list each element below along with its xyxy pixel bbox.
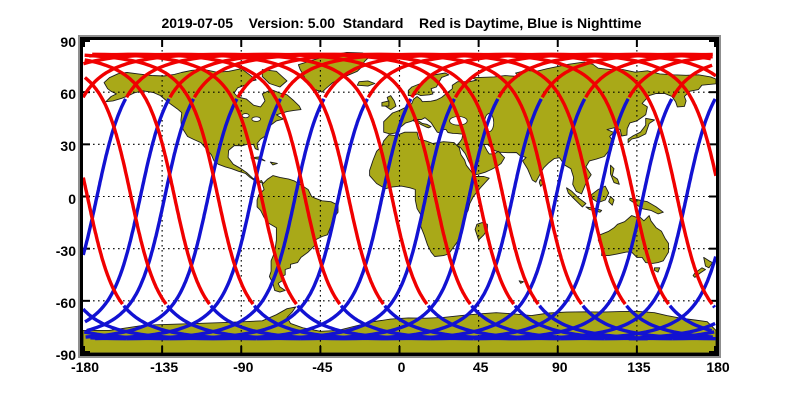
land-cuba: [250, 156, 266, 162]
nighttime-track: [84, 98, 171, 324]
x-tick-label: -45: [312, 359, 333, 375]
nighttime-track: [517, 98, 716, 341]
land-sumatra: [566, 187, 587, 208]
nighttime-track: [95, 98, 283, 341]
land-kerguelen: [518, 280, 524, 284]
nighttime-track: [256, 98, 456, 341]
nighttime-track: [560, 256, 716, 341]
x-tick-label: 135: [627, 359, 651, 375]
land-baffin: [261, 69, 288, 88]
y-tick-label: 60: [60, 86, 76, 103]
nighttime-track: [668, 304, 713, 333]
chart-title: 2019-07-05 Version: 5.00 Standard Red is…: [161, 15, 642, 31]
land-ireland: [381, 100, 390, 107]
nighttime-track: [300, 98, 500, 341]
y-tick-label: 0: [68, 190, 76, 207]
daytime-track: [84, 53, 255, 306]
plot-area: [78, 35, 721, 358]
x-tick-label: -180: [70, 359, 100, 375]
y-tick-label: -30: [55, 242, 76, 259]
land-nz-north: [703, 256, 713, 269]
x-tick-label: -135: [150, 359, 179, 375]
land-sulawesi: [608, 196, 615, 206]
nighttime-track: [538, 304, 673, 341]
daytime-track: [84, 58, 211, 306]
x-tick-label: 180: [706, 359, 730, 375]
daytime-track: [83, 177, 124, 306]
daytime-track: [83, 76, 168, 306]
nighttime-track: [86, 98, 196, 333]
land-iceland: [356, 80, 376, 87]
land-tasmania: [654, 267, 661, 273]
daytime-track: [92, 52, 298, 306]
land-philippines: [610, 164, 620, 185]
great-lakes-west: [241, 113, 250, 119]
y-tick-label: 90: [60, 34, 76, 50]
daytime-track: [192, 52, 540, 306]
land-japan: [627, 117, 655, 144]
nighttime-track: [83, 98, 128, 256]
nighttime-track: [212, 98, 413, 341]
nighttime-track: [430, 98, 630, 341]
x-tick-label: 45: [472, 359, 489, 375]
nighttime-track: [628, 330, 715, 341]
daytime-track: [497, 52, 712, 99]
nighttime-track: [85, 98, 239, 339]
daytime-track: [671, 63, 713, 99]
land-hispaniola: [269, 161, 278, 166]
x-tick-label: 90: [551, 359, 568, 375]
nighttime-track: [625, 304, 713, 339]
y-tick-label: 30: [60, 138, 76, 155]
nighttime-track: [473, 98, 674, 341]
world-map-canvas: [83, 40, 716, 353]
nighttime-track: [343, 98, 543, 341]
nighttime-track: [386, 98, 587, 341]
y-tick-label: -90: [55, 347, 76, 363]
nighttime-track: [169, 98, 369, 341]
x-tick-label: 0: [397, 359, 406, 375]
daytime-track: [83, 52, 385, 306]
nighttime-track: [672, 336, 709, 341]
daytime-track: [89, 52, 342, 306]
nighttime-track: [712, 304, 716, 309]
y-tick-label: -60: [55, 294, 76, 311]
nighttime-track: [126, 98, 326, 341]
daytime-track: [410, 52, 716, 177]
great-lakes-east: [251, 116, 261, 122]
x-tick-label: -90: [233, 359, 254, 375]
